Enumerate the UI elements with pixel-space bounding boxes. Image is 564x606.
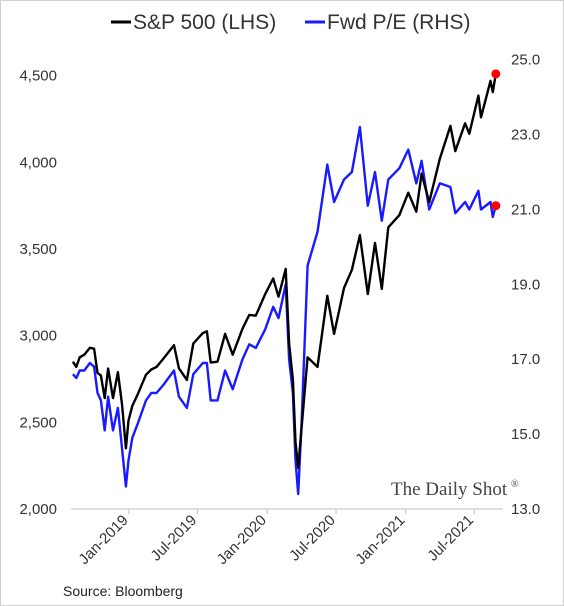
last-point-marker-sp500: [491, 69, 501, 79]
last-point-marker-fwd-pe: [491, 201, 501, 211]
watermark: The Daily Shot ®: [391, 479, 519, 500]
x-tick-label: Jan-2019: [75, 512, 131, 568]
source-note: Source: Bloomberg: [63, 583, 183, 599]
series-layer: [71, 69, 501, 496]
right-tick-label: 23.0: [511, 127, 540, 144]
right-tick-label: 25.0: [511, 52, 540, 69]
x-tick-label: Jul-2021: [424, 512, 477, 565]
watermark-text: The Daily Shot: [391, 479, 508, 500]
x-axis: Jan-2019 Jul-2019 Jan-2020 Jul-2020 Jan-2021…: [75, 509, 477, 568]
x-tick-label: Jan-2020: [214, 512, 270, 568]
series-line-fwd-pe: [72, 125, 497, 496]
x-tick-label: Jan-2021: [352, 512, 408, 568]
legend-label-sp500: S&P 500 (LHS): [133, 11, 276, 34]
left-tick-label: 4,500: [19, 68, 57, 85]
series-line-sp500: [71, 73, 497, 470]
left-tick-label: 3,500: [19, 241, 57, 258]
left-tick-label: 4,000: [19, 154, 57, 171]
left-tick-label: 3,000: [19, 328, 57, 345]
right-tick-label: 13.0: [511, 501, 540, 518]
watermark-registered: ®: [511, 479, 519, 490]
legend-label-fwd-pe: Fwd P/E (RHS): [327, 11, 471, 34]
right-tick-label: 17.0: [511, 351, 540, 368]
x-tick-label: Jul-2019: [148, 512, 201, 565]
left-y-axis: 2,000 2,500 3,000 3,500 4,000 4,500: [19, 68, 57, 518]
x-tick-label: Jul-2020: [286, 512, 339, 565]
right-tick-label: 19.0: [511, 276, 540, 293]
right-tick-label: 15.0: [511, 426, 540, 443]
left-tick-label: 2,000: [19, 501, 57, 518]
right-y-axis: 13.0 15.0 17.0 19.0 21.0 23.0 25.0: [511, 52, 540, 518]
legend: S&P 500 (LHS) Fwd P/E (RHS): [111, 11, 471, 34]
left-tick-label: 2,500: [19, 414, 57, 431]
right-tick-label: 21.0: [511, 201, 540, 218]
